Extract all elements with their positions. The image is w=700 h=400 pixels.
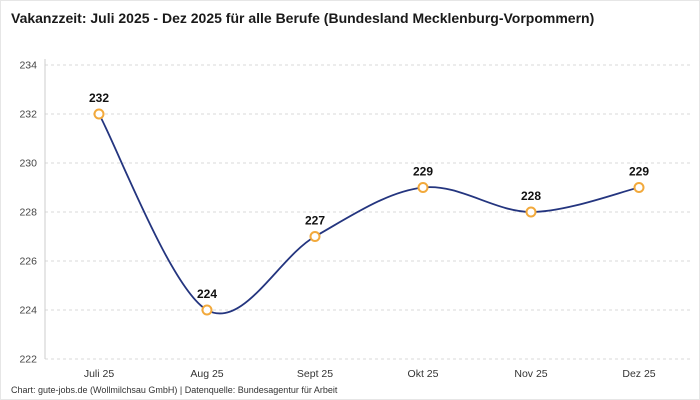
line-chart: 222 224 226 228 230 232 234 Juli 25 Aug 25 Sept 2… — [19, 59, 693, 380]
data-point-label: 224 — [197, 287, 217, 301]
data-point-marker — [309, 231, 321, 242]
y-tick-label: 224 — [19, 305, 37, 317]
x-tick-label: Juli 25 — [84, 368, 115, 380]
data-point-marker — [93, 108, 105, 120]
chart-footer-attribution: Chart: gute-jobs.de (Wollmilchsau GmbH) … — [11, 385, 338, 395]
data-point-label: 232 — [89, 91, 109, 105]
y-tick-label: 234 — [19, 60, 37, 72]
x-tick-label: Nov 25 — [514, 368, 547, 380]
y-tick-label: 222 — [19, 354, 37, 366]
data-point-marker — [417, 182, 429, 193]
trend-line — [98, 113, 640, 315]
data-point-marker — [525, 206, 537, 218]
x-tick-label: Dez 25 — [622, 368, 655, 380]
y-tick-label: 230 — [19, 158, 37, 170]
y-tick-label: 232 — [19, 109, 37, 121]
chart-area: 222 224 226 228 230 232 234 Juli 25 Aug 25 Sept 2… — [1, 49, 699, 383]
x-tick-label: Okt 25 — [408, 368, 439, 380]
data-point-label: 227 — [305, 214, 325, 228]
x-tick-label: Sept 25 — [297, 368, 333, 380]
chart-title: Vakanzzeit: Juli 2025 - Dez 2025 für all… — [11, 10, 595, 26]
x-tick-label: Aug 25 — [190, 368, 223, 380]
y-tick-label: 226 — [19, 256, 37, 268]
data-point-marker — [633, 182, 645, 193]
data-point-label: 229 — [629, 165, 649, 179]
data-point-label: 228 — [521, 189, 541, 203]
y-tick-label: 228 — [19, 207, 37, 219]
data-point-marker — [201, 304, 213, 316]
data-point-label: 229 — [413, 165, 433, 179]
